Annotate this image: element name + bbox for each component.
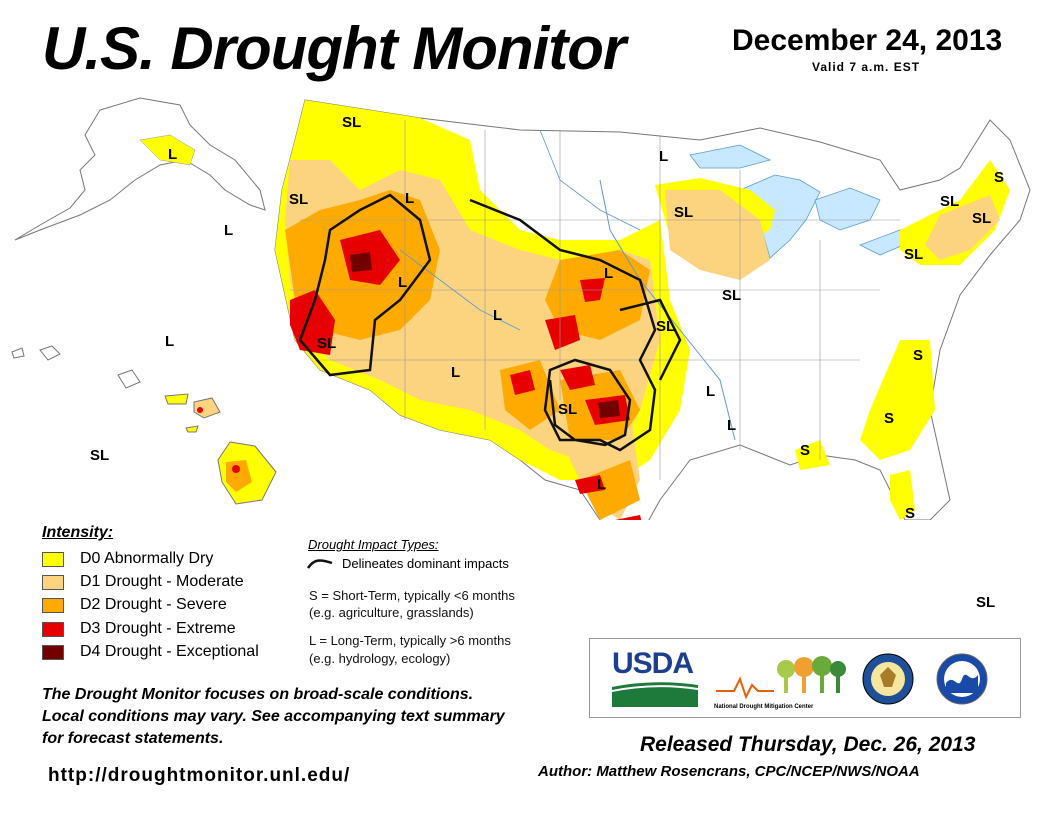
impact-types-title: Drought Impact Types: (308, 537, 439, 552)
hawaii-region (11, 345, 277, 505)
map-date: December 24, 2013 (732, 24, 1003, 57)
map-label-sl: SL (904, 246, 924, 263)
note-line: Local conditions may vary. See accompany… (42, 708, 505, 725)
map-label-sl: SL (558, 401, 578, 418)
long-term-text: L = Long-Term, typically >6 months (309, 633, 511, 648)
conus-region (274, 99, 1031, 520)
commerce-seal-icon (862, 653, 914, 705)
map-label-s: S (994, 169, 1005, 186)
map-label-l: L (597, 476, 607, 493)
noaa-logo-icon (936, 653, 988, 705)
legend-item-d4: D4 Drought - Exceptional (42, 641, 259, 663)
legend-label: D0 Abnormally Dry (80, 550, 214, 567)
map-label-l: L (165, 333, 175, 350)
map-label-l: L (451, 364, 461, 381)
delineation-legend: Delineates dominant impacts (306, 556, 509, 571)
map-label-s: S (800, 442, 811, 459)
usda-field-icon (611, 682, 699, 707)
legend-item-d3: D3 Drought - Extreme (42, 618, 236, 640)
ndmc-trees-icon (716, 656, 846, 700)
d1-swatch (42, 574, 64, 590)
d0-swatch (42, 551, 64, 567)
delineation-line-icon (306, 558, 333, 569)
long-term-example: (e.g. hydrology, ecology) (309, 651, 451, 666)
legend-item-d0: D0 Abnormally Dry (42, 548, 213, 570)
valid-time: Valid 7 a.m. EST (812, 60, 921, 74)
legend-label: D3 Drought - Extreme (80, 620, 236, 637)
ndmc-text: National Drought Mitigation Center (714, 704, 814, 710)
map-label-l: L (659, 148, 669, 165)
map-label-s: S (884, 410, 895, 427)
note-line: for forecast statements. (42, 730, 224, 747)
usda-logo: USDA (611, 647, 699, 709)
legend-title: Intensity: (42, 524, 114, 541)
d3-swatch (42, 621, 64, 637)
map-label-sl: SL (976, 594, 996, 611)
map-label-l: L (224, 222, 234, 239)
short-term-example: (e.g. agriculture, grasslands) (309, 605, 474, 620)
map-label-l: L (706, 383, 716, 400)
usda-text: USDA (612, 647, 694, 680)
website-url[interactable]: http://droughtmonitor.unl.edu/ (48, 765, 351, 786)
short-term-text: S = Short-Term, typically <6 months (309, 588, 515, 603)
alaska-region (14, 97, 266, 241)
map-label-sl: SL (722, 287, 742, 304)
d2-swatch (42, 597, 64, 613)
map-label-sl: SL (972, 210, 992, 227)
released-date: Released Thursday, Dec. 26, 2013 (640, 733, 976, 756)
map-label-s: S (913, 347, 924, 364)
map-label-l: L (727, 417, 737, 434)
map-label-sl: SL (940, 193, 960, 210)
map-label-s: S (905, 505, 916, 522)
delineation-text: Delineates dominant impacts (342, 556, 509, 571)
map-label-sl: SL (342, 114, 362, 131)
map-label-l: L (168, 146, 178, 163)
map-label-sl: SL (317, 335, 337, 352)
map-label-sl: SL (674, 204, 694, 221)
map-label-l: L (604, 265, 614, 282)
legend-item-d1: D1 Drought - Moderate (42, 571, 244, 593)
map-label-l: L (493, 307, 503, 324)
disclaimer-note: The Drought Monitor focuses on broad-sca… (42, 684, 582, 750)
map-title: U.S. Drought Monitor (42, 15, 626, 82)
d4-swatch (42, 644, 64, 660)
drought-map (11, 97, 1031, 520)
map-label-l: L (398, 274, 408, 291)
partner-logos: USDA National Drought Mitigation Center (589, 638, 1021, 718)
legend-label: D2 Drought - Severe (80, 596, 227, 613)
map-label-sl: SL (90, 447, 110, 464)
map-label-sl: SL (289, 191, 309, 208)
legend-item-d2: D2 Drought - Severe (42, 594, 227, 616)
note-line: The Drought Monitor focuses on broad-sca… (42, 686, 474, 703)
legend-label: D1 Drought - Moderate (80, 573, 244, 590)
legend-label: D4 Drought - Exceptional (80, 643, 259, 660)
map-label-sl: SL (656, 318, 676, 335)
author-credit: Author: Matthew Rosencrans, CPC/NCEP/NWS… (538, 763, 920, 780)
ndmc-logo: National Drought Mitigation Center (714, 649, 846, 711)
map-label-l: L (405, 190, 415, 207)
